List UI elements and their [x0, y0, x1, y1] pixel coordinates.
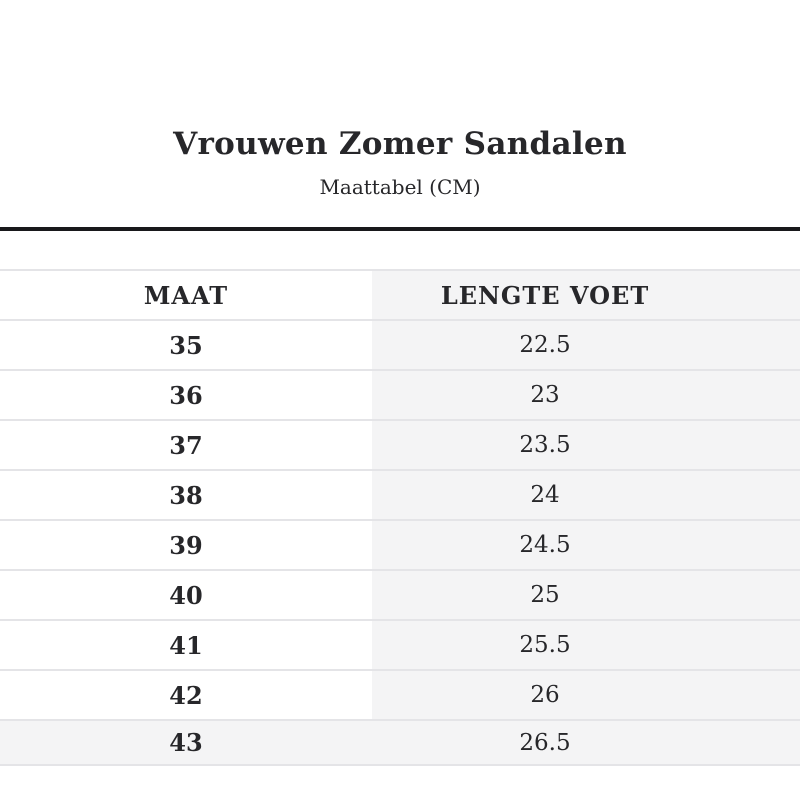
- table-row: 40 25: [0, 570, 800, 621]
- size-table: MAAT LENGTE VOET 35 22.5 36 23 37 23.5 38 24 39 2…: [0, 269, 800, 766]
- table-row: 42 26: [0, 670, 800, 721]
- length-cell: 23: [372, 370, 800, 421]
- length-cell: 23.5: [372, 420, 800, 471]
- table-row: 37 23.5: [0, 420, 800, 471]
- size-cell: 41: [0, 620, 372, 671]
- size-cell: 35: [0, 320, 372, 371]
- length-cell: 25: [372, 570, 800, 621]
- size-cell: 36: [0, 370, 372, 421]
- size-cell: 43: [0, 720, 372, 766]
- table-row: 35 22.5: [0, 320, 800, 371]
- size-cell: 40: [0, 570, 372, 621]
- table-row: 43 26.5: [0, 720, 800, 766]
- table-row: 36 23: [0, 370, 800, 421]
- length-cell: 24: [372, 470, 800, 521]
- size-cell: 39: [0, 520, 372, 571]
- length-cell: 25.5: [372, 620, 800, 671]
- page-subtitle: Maattabel (CM): [319, 175, 481, 199]
- table-row: 38 24: [0, 470, 800, 521]
- table-row: 41 25.5: [0, 620, 800, 671]
- column-header-lengte-voet: LENGTE VOET: [372, 270, 800, 321]
- table-header-row: MAAT LENGTE VOET: [0, 270, 800, 321]
- table-row: 39 24.5: [0, 520, 800, 571]
- length-cell: 24.5: [372, 520, 800, 571]
- column-header-maat: MAAT: [0, 270, 372, 321]
- length-cell: 26.5: [372, 720, 800, 766]
- length-cell: 26: [372, 670, 800, 721]
- size-cell: 42: [0, 670, 372, 721]
- page-title: Vrouwen Zomer Sandalen: [173, 126, 627, 162]
- size-chart-header: Vrouwen Zomer Sandalen Maattabel (CM): [0, 0, 800, 201]
- size-cell: 38: [0, 470, 372, 521]
- table-body: 35 22.5 36 23 37 23.5 38 24 39 24.5 40 25 41 25.5 42 26…: [0, 320, 800, 766]
- length-cell: 22.5: [372, 320, 800, 371]
- divider-rule: [0, 227, 800, 231]
- size-cell: 37: [0, 420, 372, 471]
